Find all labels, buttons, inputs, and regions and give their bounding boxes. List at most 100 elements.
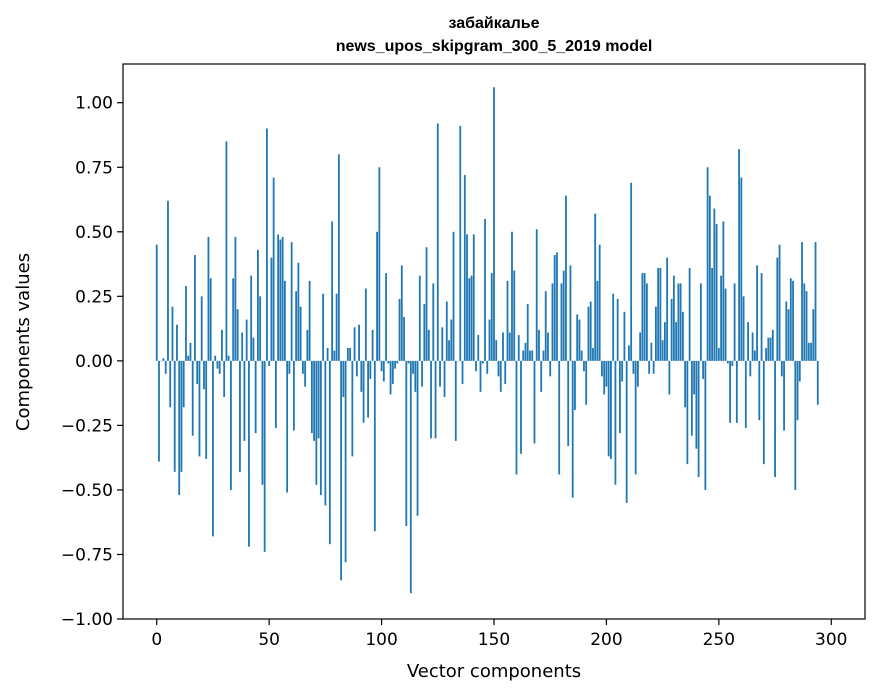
bar-256	[731, 360, 734, 367]
bar-281	[787, 309, 790, 361]
y-axis-label: Components values	[13, 253, 34, 431]
bar-158	[511, 231, 513, 361]
bar-15	[189, 342, 192, 361]
bar-265	[751, 332, 754, 361]
bar-211	[630, 182, 633, 361]
bar-172	[542, 350, 545, 361]
bar-274	[771, 329, 774, 361]
bar-261	[742, 296, 745, 361]
bar-264	[749, 360, 752, 377]
bar-275	[774, 360, 776, 478]
bar-205	[616, 298, 619, 361]
bar-89	[355, 360, 358, 377]
bar-18	[196, 360, 199, 385]
bar-262	[744, 360, 747, 428]
bar-13	[185, 286, 187, 361]
bar-234	[681, 311, 684, 361]
bar-193	[589, 301, 592, 361]
bar-74	[322, 293, 325, 361]
bar-58	[286, 360, 289, 493]
bar-201	[607, 360, 610, 457]
bar-156	[506, 280, 509, 361]
bar-266	[753, 350, 756, 361]
bar-36	[236, 309, 239, 361]
bar-252	[722, 221, 725, 361]
bar-43	[252, 337, 255, 361]
plot-area-frame	[122, 63, 866, 620]
bar-292	[812, 309, 815, 361]
bar-260	[740, 177, 743, 361]
bar-126	[439, 360, 441, 387]
bar-98	[376, 231, 378, 361]
bar-167	[531, 350, 534, 361]
bar-169	[535, 229, 538, 361]
bar-87	[351, 360, 354, 457]
bar-28	[218, 360, 221, 374]
bar-26	[214, 355, 217, 361]
bar-63	[297, 262, 300, 361]
bar-200	[605, 360, 608, 387]
bar-8	[173, 360, 176, 472]
bar-42	[250, 275, 253, 361]
bar-228	[668, 360, 671, 395]
y-tick-label: 0.25	[75, 287, 113, 307]
bar-166	[529, 350, 531, 361]
bar-116	[416, 360, 419, 516]
bar-4	[164, 360, 167, 374]
bar-34	[232, 278, 235, 361]
bar-46	[259, 296, 262, 361]
bar-76	[326, 347, 329, 361]
bar-231	[675, 322, 678, 361]
bar-104	[389, 360, 392, 395]
x-tick-label: 50	[258, 630, 280, 650]
bar-267	[756, 265, 758, 361]
bar-137	[463, 175, 466, 361]
bar-192	[587, 306, 590, 361]
bar-111	[405, 360, 408, 527]
bar-32	[227, 355, 230, 361]
bar-91	[360, 360, 363, 392]
bar-159	[513, 270, 516, 361]
bar-131	[450, 319, 453, 361]
bar-146	[484, 218, 486, 361]
bar-37	[239, 360, 241, 472]
bar-130	[448, 340, 450, 361]
bar-209	[625, 360, 628, 503]
bar-186	[574, 360, 576, 410]
bar-179	[558, 360, 561, 475]
bar-85	[346, 347, 349, 361]
x-axis-ticks: 0 50 100 150 200 250 300	[151, 619, 847, 650]
bar-64	[299, 306, 302, 361]
bar-12	[182, 360, 185, 408]
bar-191	[585, 360, 588, 405]
bar-162	[520, 360, 522, 454]
bar-251	[720, 275, 722, 361]
bar-199	[603, 360, 606, 395]
bar-31	[225, 141, 228, 361]
bar-196	[596, 280, 599, 361]
bar-239	[693, 360, 696, 395]
bar-143	[477, 335, 480, 361]
bar-23	[207, 236, 210, 361]
bar-68	[308, 280, 311, 361]
bar-233	[679, 283, 682, 361]
bar-90	[358, 324, 360, 361]
bar-246	[708, 195, 711, 361]
bar-114	[412, 360, 414, 374]
bar-17	[194, 255, 196, 361]
bar-174	[547, 332, 549, 361]
bar-73	[319, 360, 322, 496]
bar-138	[466, 234, 468, 361]
bar-248	[713, 208, 716, 361]
bar-171	[540, 360, 543, 392]
bar-132	[452, 231, 455, 361]
bar-35	[234, 236, 237, 361]
bar-226	[663, 322, 666, 361]
x-axis-label: Vector components	[407, 661, 581, 682]
bar-155	[504, 360, 507, 385]
bar-45	[257, 249, 259, 361]
bar-25	[212, 360, 214, 537]
bar-53	[275, 360, 277, 428]
bar-135	[459, 125, 462, 361]
bar-0	[155, 244, 158, 361]
